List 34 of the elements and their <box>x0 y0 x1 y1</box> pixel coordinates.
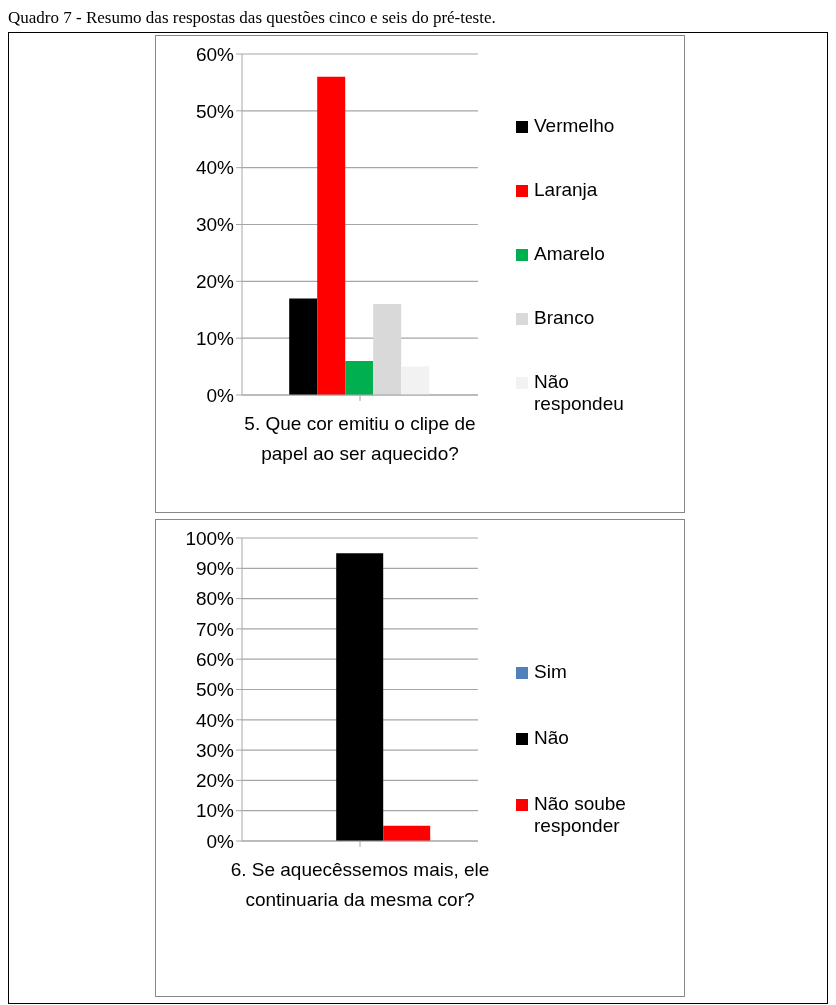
legend-label: Sim <box>534 661 567 683</box>
legend-label: Não <box>534 727 569 749</box>
y-tick-label: 20% <box>195 271 235 293</box>
x-tick-label: 5. Que cor emitiu o clipe de papel ao ser aquecido? <box>244 413 476 465</box>
y-tick-label: 20% <box>195 770 235 792</box>
bar <box>373 304 402 395</box>
legend-label: Amarelo <box>534 243 605 265</box>
chart-title: Quadro 7 - Resumo das respostas das questões cinco e seis do pré-teste. <box>8 8 497 28</box>
y-tick-label: 60% <box>195 43 235 65</box>
y-tick-label: 0% <box>206 384 235 406</box>
y-tick-label: 70% <box>195 618 235 640</box>
y-tick-label: 10% <box>195 327 235 349</box>
bar <box>345 360 374 395</box>
x-tick-label: 6. Se aquecêssemos mais, ele continuaria da mesma cor? <box>230 859 490 911</box>
y-tick-label: 50% <box>195 679 235 701</box>
y-tick-label: 50% <box>195 100 235 122</box>
y-tick-label: 40% <box>195 709 235 731</box>
bar <box>401 366 430 395</box>
bar <box>289 298 318 395</box>
y-tick-label: 90% <box>195 558 235 580</box>
y-tick-label: 30% <box>195 739 235 761</box>
y-tick-label: 80% <box>195 588 235 610</box>
legend-label: Não respondeu <box>534 371 625 415</box>
y-tick-label: 40% <box>195 157 235 179</box>
legend-label: Não soube responder <box>534 793 627 837</box>
bar <box>317 76 346 395</box>
y-tick-label: 60% <box>195 648 235 670</box>
legend-label: Vermelho <box>534 115 615 137</box>
y-tick-label: 100% <box>185 527 235 549</box>
y-tick-label: 0% <box>206 830 235 852</box>
y-tick-label: 30% <box>195 214 235 236</box>
legend-label: Laranja <box>534 179 598 201</box>
legend-label: Branco <box>534 307 595 329</box>
y-tick-label: 10% <box>195 800 235 822</box>
